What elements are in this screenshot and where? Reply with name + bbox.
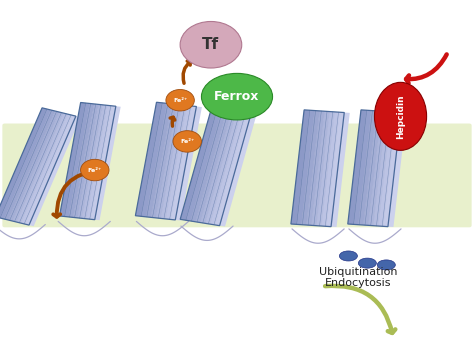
Circle shape [166, 90, 194, 111]
Polygon shape [165, 106, 192, 219]
Text: Hepcidin: Hepcidin [396, 94, 405, 139]
Polygon shape [150, 104, 177, 218]
Polygon shape [348, 110, 366, 224]
Polygon shape [86, 105, 112, 219]
Polygon shape [291, 110, 310, 224]
Polygon shape [175, 106, 202, 221]
Polygon shape [170, 106, 197, 220]
Polygon shape [185, 108, 222, 221]
Polygon shape [136, 102, 162, 216]
Polygon shape [301, 111, 319, 225]
FancyBboxPatch shape [2, 124, 472, 227]
Polygon shape [219, 113, 256, 227]
Polygon shape [321, 112, 340, 226]
Polygon shape [95, 106, 121, 220]
Polygon shape [4, 110, 55, 220]
Polygon shape [306, 111, 325, 225]
Polygon shape [311, 111, 330, 226]
Polygon shape [353, 110, 372, 225]
Polygon shape [20, 114, 72, 224]
Polygon shape [25, 115, 76, 225]
Ellipse shape [377, 260, 395, 270]
Circle shape [180, 21, 242, 68]
Ellipse shape [358, 258, 376, 268]
Polygon shape [140, 103, 167, 217]
Polygon shape [16, 113, 68, 223]
Polygon shape [190, 109, 227, 222]
Polygon shape [0, 109, 51, 219]
Polygon shape [82, 105, 108, 219]
Polygon shape [195, 110, 232, 223]
Polygon shape [388, 112, 407, 227]
Polygon shape [60, 102, 85, 217]
Text: Fe²⁺: Fe²⁺ [180, 139, 194, 144]
Ellipse shape [374, 82, 427, 150]
Text: Fe²⁺: Fe²⁺ [88, 168, 102, 173]
Polygon shape [383, 112, 401, 227]
Polygon shape [363, 111, 382, 225]
Polygon shape [368, 111, 387, 226]
Polygon shape [68, 103, 94, 217]
Polygon shape [373, 112, 392, 226]
Polygon shape [215, 113, 252, 226]
Polygon shape [77, 105, 103, 218]
Polygon shape [316, 112, 335, 226]
Text: Ferrox: Ferrox [214, 90, 260, 103]
Text: Tf: Tf [202, 37, 219, 52]
Polygon shape [155, 105, 182, 218]
Polygon shape [378, 112, 397, 226]
Polygon shape [160, 105, 187, 219]
Circle shape [81, 159, 109, 181]
Polygon shape [296, 110, 315, 225]
Polygon shape [210, 112, 246, 225]
Polygon shape [180, 107, 217, 220]
Text: Ubiquitination
Endocytosis: Ubiquitination Endocytosis [319, 267, 397, 288]
Polygon shape [358, 111, 376, 225]
Ellipse shape [201, 73, 273, 120]
Polygon shape [200, 110, 237, 223]
Polygon shape [91, 106, 116, 220]
Polygon shape [64, 103, 90, 217]
Polygon shape [29, 116, 81, 226]
Ellipse shape [339, 251, 357, 261]
Polygon shape [73, 104, 99, 218]
Polygon shape [205, 111, 242, 224]
Text: Fe²⁺: Fe²⁺ [173, 98, 187, 103]
Circle shape [173, 131, 201, 152]
Polygon shape [8, 111, 59, 221]
Polygon shape [146, 103, 172, 217]
Polygon shape [331, 112, 350, 227]
Polygon shape [12, 112, 64, 222]
Polygon shape [326, 112, 345, 227]
Polygon shape [0, 108, 47, 218]
